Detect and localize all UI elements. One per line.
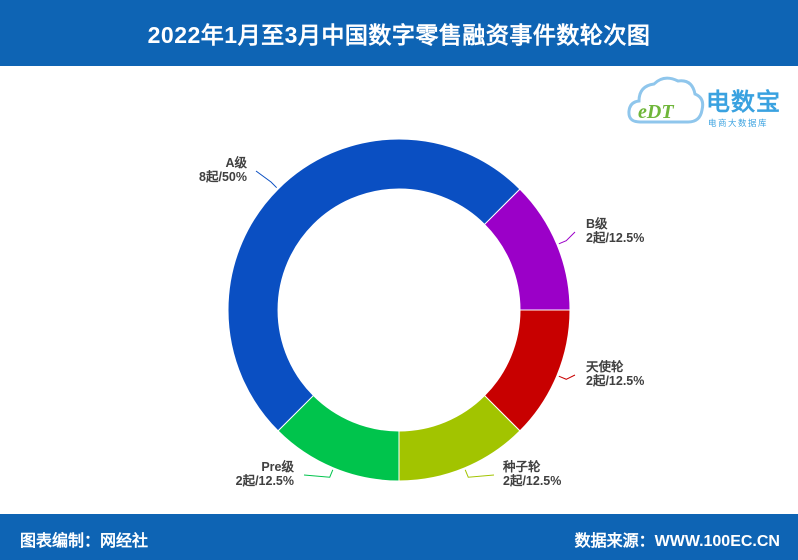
logo-name: 电数宝: [706, 89, 781, 116]
leader-line-1: [255, 170, 278, 189]
cloud-logo-icon: eDT: [627, 76, 705, 124]
brand-logo: eDT 电数宝 电商大数据库: [626, 72, 792, 134]
slice-value-label-3: 2起/12.5%: [586, 373, 644, 388]
slice-label-1: A级: [225, 155, 247, 170]
slice-value-label-2: 2起/12.5%: [586, 230, 644, 245]
donut-chart: A级8起/50%B级2起/12.5%天使轮2起/12.5%种子轮2起/12.5%…: [199, 138, 644, 488]
slice-label-4: 种子轮: [502, 459, 541, 474]
logo-mark: eDT: [638, 101, 674, 123]
footer-editor: 图表编制：网经社: [20, 533, 149, 550]
footer-source: 数据来源：WWW.100EC.CN: [574, 533, 780, 550]
logo-subtitle: 电商大数据库: [708, 118, 769, 128]
donut-slice-5: [277, 394, 400, 482]
chart-title: 2022年1月至3月中国数字零售融资事件数轮次图: [147, 22, 651, 48]
slice-label-5: Pre级: [261, 459, 294, 474]
donut-slice-1: [227, 138, 521, 432]
slice-value-label-5: 2起/12.5%: [236, 473, 294, 488]
slice-label-3: 天使轮: [586, 359, 624, 374]
chart-title-bar: 2022年1月至3月中国数字零售融资事件数轮次图: [0, 0, 798, 66]
slice-value-label-4: 2起/12.5%: [503, 473, 561, 488]
slice-label-2: B级: [586, 216, 608, 231]
leader-line-3: [558, 374, 576, 380]
slice-value-label-1: 8起/50%: [199, 169, 247, 184]
leader-line-2: [558, 231, 576, 245]
leader-line-4: [464, 469, 495, 478]
leader-line-5: [303, 469, 334, 478]
footer-bar: 图表编制：网经社 数据来源：WWW.100EC.CN: [0, 514, 798, 560]
